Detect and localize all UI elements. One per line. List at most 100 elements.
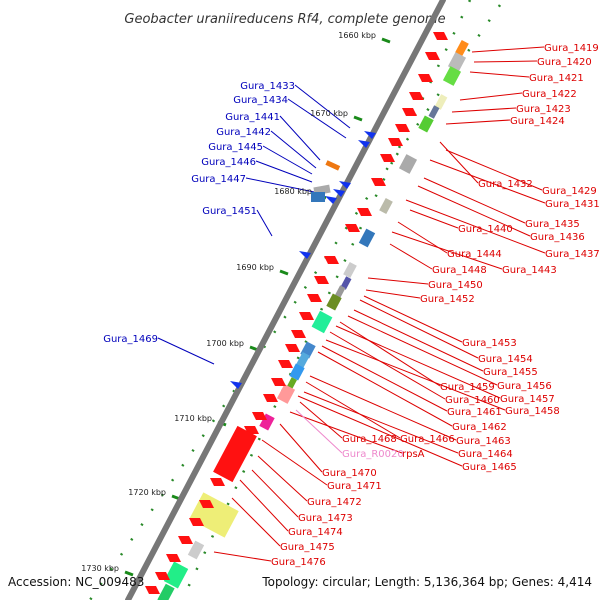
scale-tick-label: 1700 kbp (206, 339, 244, 348)
reverse-gene-label: Gura_1474 (288, 527, 343, 538)
reverse-gene-arrow (402, 108, 417, 116)
reverse-gene-label: Gura_1431 (545, 199, 600, 210)
scale-tick-mark (279, 269, 289, 276)
gene-block (358, 228, 376, 248)
reverse-gene-label: Gura_1470 (322, 468, 377, 479)
reverse-gene-label: Gura_1437 (545, 249, 600, 260)
scale-tick-label: 1690 kbp (236, 263, 274, 272)
reverse-gene-label: Gura_1466 (400, 434, 455, 445)
reverse-gene-label: Gura_1421 (529, 73, 584, 84)
leader-line (335, 325, 501, 399)
leader-line (231, 497, 281, 547)
leader-line (239, 479, 289, 532)
forward-gene-arrow (358, 140, 370, 148)
scale-tick-label: 1660 kbp (338, 31, 376, 40)
reverse-gene-arrow (145, 586, 160, 594)
gene-block (311, 310, 333, 334)
reverse-gene-label: Gura_1419 (544, 43, 599, 54)
gene-block (289, 363, 305, 381)
reverse-gene-label: Gura_1475 (280, 542, 335, 553)
forward-gene-arrow (339, 181, 351, 189)
scale-tick-mark (124, 570, 134, 577)
scale-tick-label: 1730 kbp (81, 564, 119, 573)
scale-tick-label: 1680 kbp (274, 187, 312, 196)
reverse-gene-label: Gura_1461 (447, 407, 502, 418)
forward-gene-label: Gura_1433 (240, 81, 295, 92)
reverse-gene-arrow (166, 554, 181, 562)
leader-line (353, 309, 484, 372)
reverse-gene-arrow (418, 74, 433, 82)
reverse-gene-arrow (345, 224, 360, 232)
gene-block (287, 377, 297, 389)
leader-line (321, 345, 448, 412)
reverse-gene-label: Gura_1436 (530, 232, 585, 243)
forward-gene-label: Gura_1447 (191, 174, 246, 185)
gene-block (334, 285, 346, 299)
reverse-gene-arrow (263, 394, 278, 402)
forward-gene-arrow (364, 131, 376, 139)
reverse-gene-arrow (178, 536, 193, 544)
leader-line (365, 289, 421, 299)
leader-line (405, 199, 546, 254)
reverse-gene-arrow (324, 256, 339, 264)
forward-gene-label: Gura_1442 (216, 127, 271, 138)
backbone (125, 0, 446, 600)
reverse-gene-label: Gura_1456 (497, 381, 552, 392)
reverse-gene-arrow (252, 412, 267, 420)
reverse-gene-label: Gura_1459 (440, 382, 495, 393)
leader-line (303, 391, 459, 454)
reverse-gene-label: Gura_1423 (516, 104, 571, 115)
leader-line (451, 107, 517, 113)
reverse-gene-label: Gura_1462 (452, 422, 507, 433)
leader-line (439, 141, 479, 184)
leader-line (297, 395, 463, 467)
reverse-gene-label: Gura_1472 (307, 497, 362, 508)
leader-line (317, 351, 453, 427)
reverse-gene-label: Gura_1473 (298, 513, 353, 524)
gene-block (379, 197, 393, 215)
reverse-gene-arrow (433, 32, 448, 40)
leader-line (445, 119, 511, 125)
reverse-gene-arrow (299, 312, 314, 320)
leader-line (157, 337, 215, 365)
leader-line (367, 277, 429, 285)
forward-gene-arrow (333, 189, 345, 197)
gene-block (343, 261, 357, 279)
leader-line (256, 209, 273, 237)
gene-block (455, 39, 469, 57)
leader-line (389, 243, 433, 270)
reverse-gene-arrow (314, 276, 329, 284)
scale-tick-mark (381, 37, 391, 44)
reverse-gene-arrow (285, 344, 300, 352)
gene-block (276, 384, 296, 404)
leader-line (359, 299, 479, 359)
leader-line (429, 159, 546, 204)
reverse-gene-label: Gura_1457 (500, 394, 555, 405)
reverse-gene-arrow (357, 208, 372, 216)
accession-text: Accession: NC_009483 (8, 575, 144, 589)
reverse-gene-label: Gura_1420 (537, 57, 592, 68)
reverse-gene-label: Gura_1452 (420, 294, 475, 305)
leader-line (255, 160, 313, 183)
leader-line (309, 375, 457, 441)
forward-gene-label: Gura_1445 (208, 142, 263, 153)
leader-line (325, 339, 506, 411)
leader-line (245, 177, 315, 193)
forward-gene-label: Gura_1441 (225, 112, 280, 123)
leader-line (329, 331, 446, 400)
reverse-gene-label: Gura_1453 (462, 338, 517, 349)
reverse-gene-arrow (307, 294, 322, 302)
forward-gene-arrow (325, 196, 337, 204)
reverse-gene-label: Gura_1429 (542, 186, 597, 197)
scale-tick-label: 1710 kbp (174, 414, 212, 423)
reverse-gene-arrow (291, 330, 306, 338)
leader-line (294, 84, 351, 129)
reverse-gene-label: Gura_1455 (483, 367, 538, 378)
gene-block (398, 154, 418, 174)
forward-gene-arrow (299, 251, 311, 259)
forward-gene-label: Gura_1451 (202, 206, 257, 217)
leader-line (339, 321, 441, 387)
gene-block (259, 413, 275, 431)
reverse-gene-label: Gura_1468 (342, 434, 397, 445)
reverse-gene-arrow (371, 178, 386, 186)
